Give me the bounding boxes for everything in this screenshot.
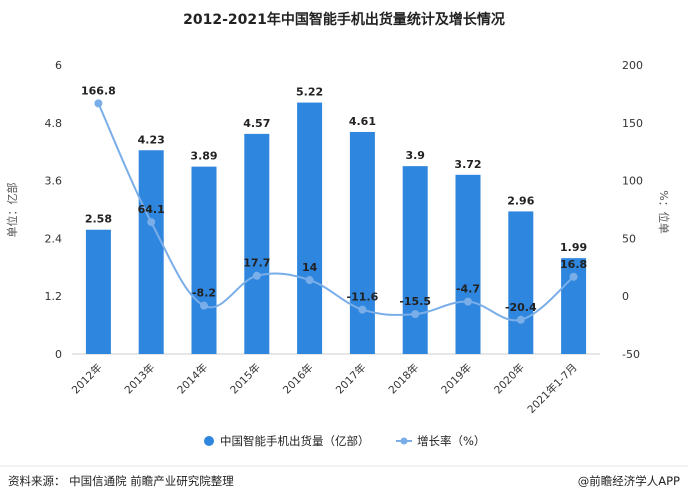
legend: 中国智能手机出货量（亿部） 增长率（%） bbox=[204, 434, 485, 448]
bar-value-label: 3.72 bbox=[454, 158, 481, 171]
y-left-tick-label: 2.4 bbox=[45, 232, 63, 245]
bar-value-label: 5.22 bbox=[296, 86, 323, 99]
bar-shipments bbox=[561, 258, 587, 354]
growth-rate-value-label: -4.7 bbox=[456, 283, 480, 296]
x-tick-label: 2019年 bbox=[439, 361, 475, 397]
bar-value-label: 2.58 bbox=[85, 213, 112, 226]
bar-shipments bbox=[191, 166, 217, 354]
x-tick-label: 2013年 bbox=[122, 361, 158, 397]
y-left-tick-label: 1.2 bbox=[45, 290, 63, 303]
growth-rate-point bbox=[147, 218, 156, 227]
bar-shipments bbox=[244, 133, 270, 354]
y-right-axis-label: %：位单 bbox=[657, 190, 671, 233]
bar-shipments bbox=[508, 211, 534, 354]
x-tick-label: 2017年 bbox=[333, 361, 369, 397]
bar-value-label: 2.96 bbox=[507, 194, 534, 207]
legend-label-shipments: 中国智能手机出货量（亿部） bbox=[220, 434, 370, 448]
y-left-tick-label: 3.6 bbox=[45, 175, 63, 188]
x-tick-label: 2016年 bbox=[280, 361, 316, 397]
y-left-tick-label: 0 bbox=[55, 348, 62, 361]
bar-shipments bbox=[455, 174, 481, 354]
bar-value-label: 3.9 bbox=[405, 149, 425, 162]
x-tick-label: 2015年 bbox=[227, 361, 263, 397]
growth-rate-line bbox=[97, 102, 575, 322]
y-left-tick-label: 6 bbox=[55, 59, 62, 72]
growth-rate-point bbox=[252, 271, 261, 280]
y-right-tick-label: 50 bbox=[622, 232, 636, 245]
footer-brand: @前瞻经济学人APP bbox=[578, 474, 680, 488]
y-right-tick-label: -50 bbox=[622, 348, 640, 361]
bar-value-label: 4.57 bbox=[243, 117, 270, 130]
legend-label-growth: 增长率（%） bbox=[417, 434, 485, 448]
legend-swatch-growth-dot bbox=[400, 437, 408, 445]
bar-shipments bbox=[297, 102, 323, 354]
y-right-tick-label: 150 bbox=[622, 117, 643, 130]
y-right-tick-label: 0 bbox=[622, 290, 629, 303]
y-left-axis-label: 单位：亿部 bbox=[5, 183, 19, 238]
bar-value-label: 4.61 bbox=[349, 115, 376, 128]
growth-rate-point bbox=[464, 297, 472, 306]
bar-shipments bbox=[402, 166, 428, 354]
growth-rate-value-label: -20.4 bbox=[505, 301, 537, 314]
growth-rate-point bbox=[94, 99, 103, 108]
y-left-tick-label: 4.8 bbox=[45, 117, 63, 130]
legend-swatch-shipments bbox=[204, 436, 214, 446]
growth-rate-point bbox=[200, 301, 208, 310]
growth-rate-point bbox=[305, 276, 314, 285]
x-tick-label: 2014年 bbox=[175, 361, 211, 397]
growth-rate-value-label: -8.2 bbox=[192, 287, 216, 300]
bar-value-label: 4.23 bbox=[138, 133, 165, 146]
growth-rate-point bbox=[516, 315, 525, 324]
growth-rate-point bbox=[411, 310, 420, 319]
growth-rate-value-label: 14 bbox=[302, 261, 318, 274]
x-tick-label: 2021年1-7月 bbox=[525, 361, 580, 416]
bar-shipments bbox=[138, 150, 164, 354]
bar-shipments bbox=[85, 229, 111, 354]
bar-value-label: 1.99 bbox=[560, 241, 587, 254]
x-tick-label: 2012年 bbox=[69, 361, 105, 397]
growth-rate-value-label: 64.1 bbox=[138, 203, 165, 216]
y-right-tick-label: 200 bbox=[622, 59, 643, 72]
growth-rate-value-label: -15.5 bbox=[399, 295, 431, 308]
bar-value-label: 3.89 bbox=[190, 150, 217, 163]
growth-rate-value-label: 17.7 bbox=[243, 257, 270, 270]
growth-rate-point bbox=[569, 272, 578, 281]
chart-title: 2012-2021年中国智能手机出货量统计及增长情况 bbox=[183, 11, 505, 28]
x-tick-label: 2020年 bbox=[491, 361, 527, 397]
growth-rate-value-label: -11.6 bbox=[347, 291, 379, 304]
growth-rate-value-label: 16.8 bbox=[560, 258, 587, 271]
y-right-tick-label: 100 bbox=[622, 175, 643, 188]
growth-rate-point bbox=[358, 305, 367, 314]
x-tick-label: 2018年 bbox=[386, 361, 422, 397]
bar-shipments bbox=[349, 131, 375, 354]
growth-rate-value-label: 166.8 bbox=[81, 84, 116, 97]
footer-source: 资料来源： 中国信通院 前瞻产业研究院整理 bbox=[8, 474, 234, 488]
